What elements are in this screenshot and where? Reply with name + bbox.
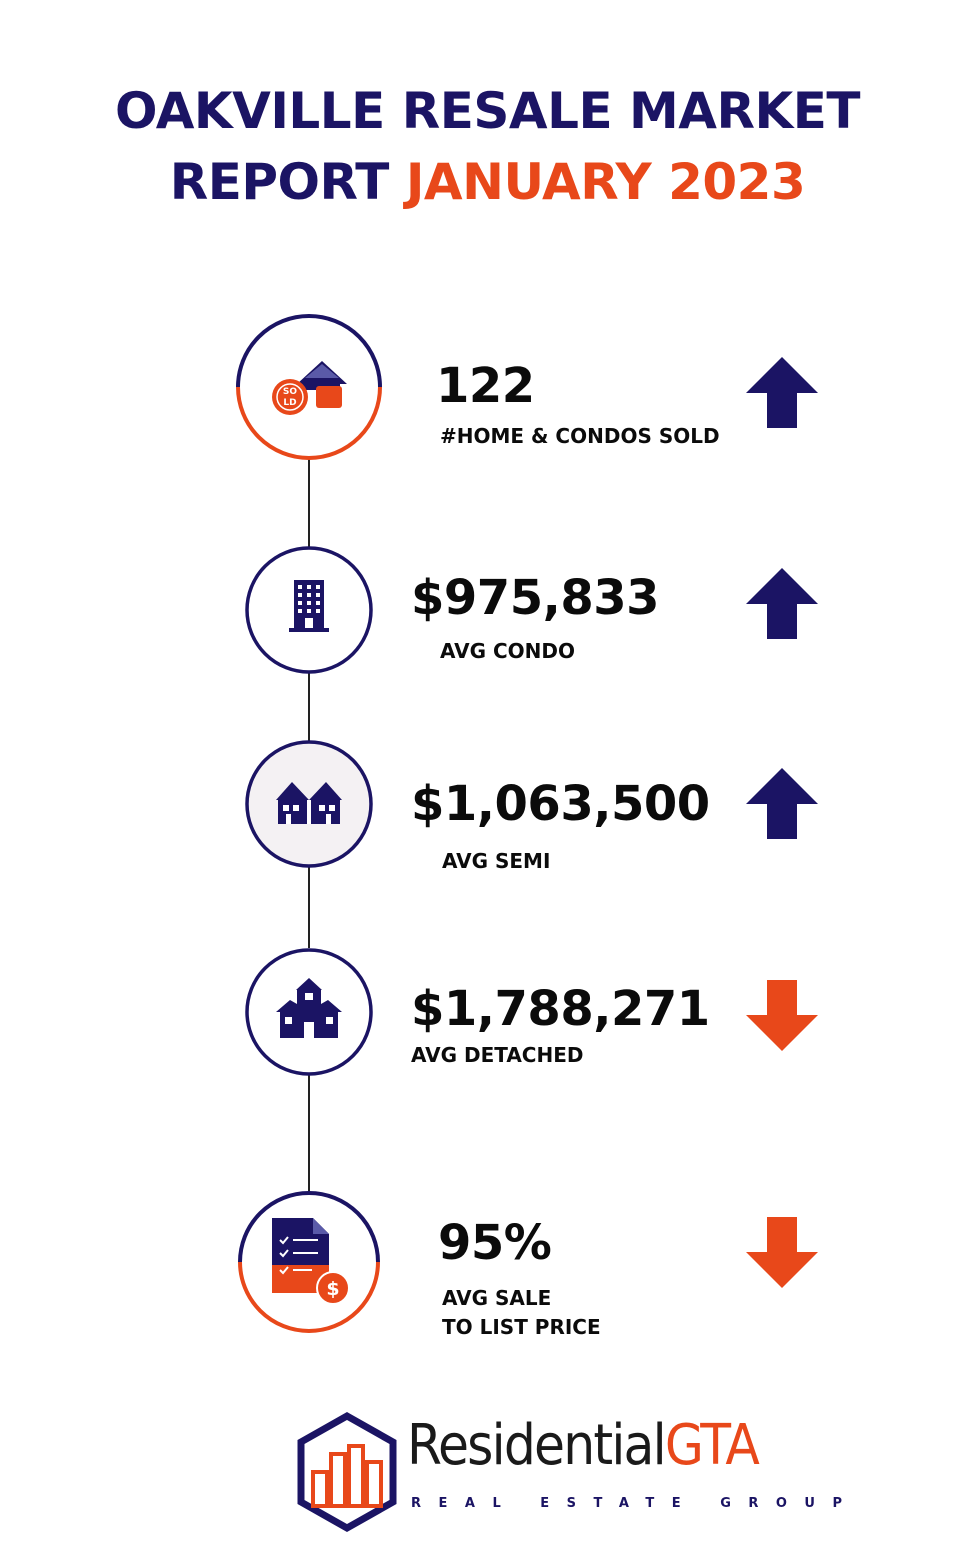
svg-text:LD: LD (283, 398, 296, 408)
title-report: REPORT (169, 153, 390, 211)
title-date: JANUARY 2023 (405, 153, 806, 211)
page-title-line1: OAKVILLE RESALE MARKET (115, 82, 860, 140)
stat-label: AVG DETACHED (411, 1043, 584, 1067)
brand-main: Residential (407, 1413, 667, 1478)
stat-label-line1: AVG SALE (442, 1286, 552, 1310)
svg-text:$: $ (326, 1278, 339, 1300)
trend-up-arrow-icon (746, 357, 818, 428)
brand-accent: GTA (664, 1413, 760, 1478)
stat-label: AVG CONDO (440, 639, 575, 663)
stat-label: AVG SEMI (442, 849, 551, 873)
trend-up-arrow-icon (746, 768, 818, 839)
stat-value: $1,063,500 (411, 776, 710, 832)
semi-detached-icon (245, 740, 373, 868)
brand-tagline: REAL ESTATE GROUP (411, 1496, 860, 1511)
brand-name: ResidentialGTA (407, 1418, 760, 1474)
trend-down-arrow-icon (746, 1217, 818, 1288)
residential-gta-logo: ResidentialGTA REAL ESTATE GROUP (295, 1410, 842, 1540)
checklist-dollar-icon: $ (238, 1191, 380, 1333)
sold-house-icon: SO LD (236, 314, 382, 460)
trend-up-arrow-icon (746, 568, 818, 639)
page-title-line2: REPORT JANUARY 2023 (0, 157, 975, 207)
hexagon-buildings-icon (297, 1411, 397, 1533)
stat-value: $975,833 (411, 570, 660, 626)
stat-label: #HOME & CONDOS SOLD (440, 424, 720, 448)
svg-text:SO: SO (283, 387, 297, 397)
stat-value: 95% (438, 1215, 552, 1271)
stat-label-line2: TO LIST PRICE (442, 1315, 601, 1339)
detached-house-icon (245, 948, 373, 1076)
stat-value: 122 (436, 358, 535, 414)
trend-down-arrow-icon (746, 980, 818, 1051)
stat-value: $1,788,271 (411, 981, 710, 1037)
condo-building-icon (245, 546, 373, 674)
